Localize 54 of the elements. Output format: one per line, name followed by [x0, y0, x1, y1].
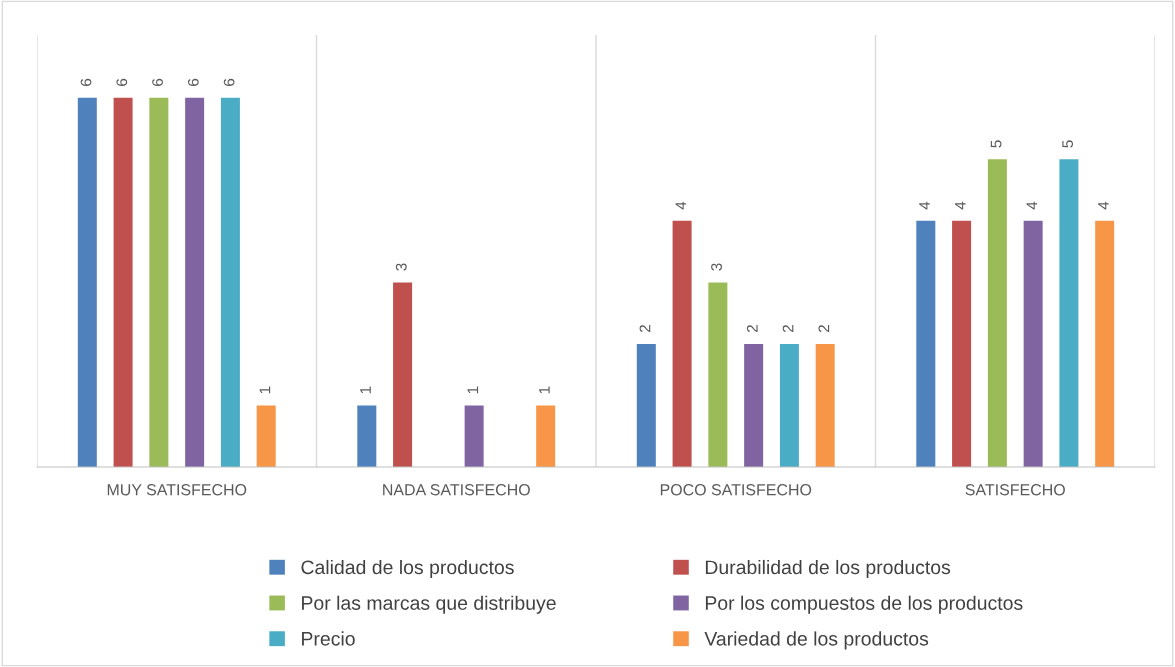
data-label: 2	[746, 325, 758, 333]
bar	[636, 343, 656, 467]
legend-label: Por los compuestos de los productos	[705, 595, 1023, 614]
x-tick-label: MUY SATISFECHO	[107, 484, 247, 496]
data-label: 6	[152, 78, 163, 86]
data-label: 4	[1026, 201, 1038, 210]
data-label: 3	[395, 263, 407, 271]
data-label: 4	[675, 201, 687, 210]
data-label: 5	[990, 140, 1002, 148]
bar	[815, 343, 835, 467]
bar	[149, 97, 169, 467]
legend-label: Calidad de los productos	[301, 559, 514, 579]
bar	[1023, 220, 1043, 467]
bar	[357, 405, 377, 467]
data-label: 1	[467, 386, 479, 394]
bar	[536, 405, 556, 467]
data-label: 4	[955, 201, 966, 210]
bar	[952, 220, 972, 467]
bar	[464, 405, 484, 467]
data-label: 3	[711, 263, 722, 271]
data-label: 6	[187, 78, 199, 86]
bar	[220, 97, 240, 467]
data-label: 6	[80, 78, 92, 86]
data-label: 2	[818, 325, 830, 333]
bar	[77, 97, 97, 467]
legend-label: Durabilidad de los productos	[705, 559, 951, 579]
bar	[1095, 220, 1115, 467]
bar	[987, 159, 1007, 467]
x-tick-label: POCO SATISFECHO	[660, 484, 812, 496]
legend-label: Variedad de los productos	[704, 631, 929, 650]
data-label: 6	[116, 78, 128, 86]
x-tick-label: SATISFECHO	[965, 484, 1065, 496]
legend-label: Precio	[302, 631, 355, 646]
x-tick-label: NADA SATISFECHO	[383, 484, 530, 496]
bar	[256, 405, 276, 467]
data-label: 5	[1062, 140, 1074, 148]
bar	[708, 282, 728, 467]
legend-label: Por las marcas que distribuye	[302, 595, 556, 614]
data-label: 2	[782, 325, 794, 333]
bar	[779, 343, 799, 467]
data-label: 2	[639, 325, 651, 333]
bar	[744, 343, 764, 467]
bar	[113, 97, 133, 467]
data-label: 1	[360, 386, 371, 394]
bar	[1059, 159, 1079, 467]
bar	[185, 97, 205, 467]
data-label: 6	[223, 78, 235, 86]
data-label: 1	[259, 386, 271, 394]
data-label: 4	[919, 201, 930, 210]
data-label: 4	[1098, 201, 1109, 210]
data-label: 1	[539, 386, 550, 394]
bar	[916, 220, 936, 467]
bar	[672, 220, 692, 467]
bar	[393, 282, 413, 467]
